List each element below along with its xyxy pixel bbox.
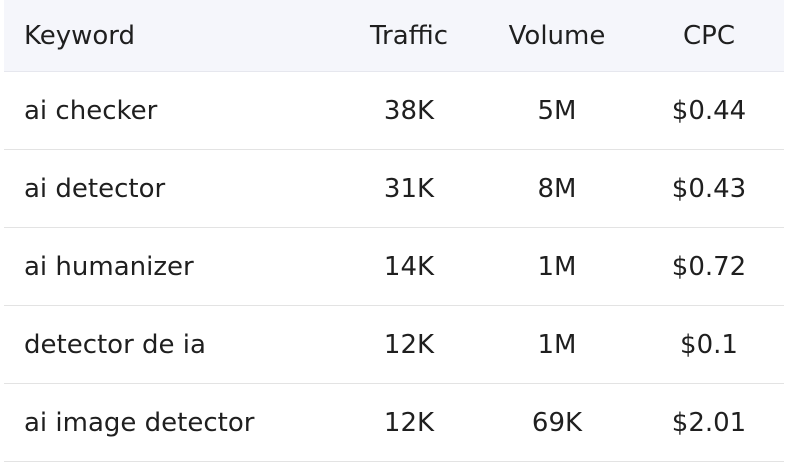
keyword-cell: ai image detector <box>24 407 255 438</box>
table-header-row: Keyword Traffic Volume CPC <box>4 0 784 72</box>
volume-cell: 8M <box>537 173 577 204</box>
volume-cell: 1M <box>537 329 577 360</box>
traffic-cell: 31K <box>383 173 435 204</box>
cpc-cell: $0.44 <box>671 95 747 126</box>
column-header-traffic[interactable]: Traffic <box>369 20 449 51</box>
table-row[interactable]: detector de ia 12K 1M $0.1 <box>4 306 784 384</box>
traffic-cell: 12K <box>383 329 435 360</box>
column-header-cpc[interactable]: CPC <box>683 20 735 51</box>
table-row[interactable]: ai humanizer 14K 1M $0.72 <box>4 228 784 306</box>
table-row[interactable]: ai detector 31K 8M $0.43 <box>4 150 784 228</box>
keyword-cell: detector de ia <box>24 329 206 360</box>
keyword-cell: ai detector <box>24 173 166 204</box>
cpc-cell: $0.43 <box>671 173 747 204</box>
column-header-volume[interactable]: Volume <box>508 20 606 51</box>
volume-cell: 5M <box>537 95 577 126</box>
cpc-cell: $0.1 <box>680 329 738 360</box>
table-row[interactable]: ai image detector 12K 69K $2.01 <box>4 384 784 462</box>
keyword-cell: ai humanizer <box>24 251 194 282</box>
column-header-keyword[interactable]: Keyword <box>24 20 136 51</box>
traffic-cell: 14K <box>383 251 435 282</box>
keyword-table: Keyword Traffic Volume CPC ai checker 38… <box>4 0 784 462</box>
cpc-cell: $0.72 <box>671 251 747 282</box>
traffic-cell: 12K <box>383 407 435 438</box>
traffic-cell: 38K <box>383 95 435 126</box>
volume-cell: 1M <box>537 251 577 282</box>
volume-cell: 69K <box>531 407 583 438</box>
table-row[interactable]: ai checker 38K 5M $0.44 <box>4 72 784 150</box>
keyword-cell: ai checker <box>24 95 158 126</box>
cpc-cell: $2.01 <box>671 407 747 438</box>
